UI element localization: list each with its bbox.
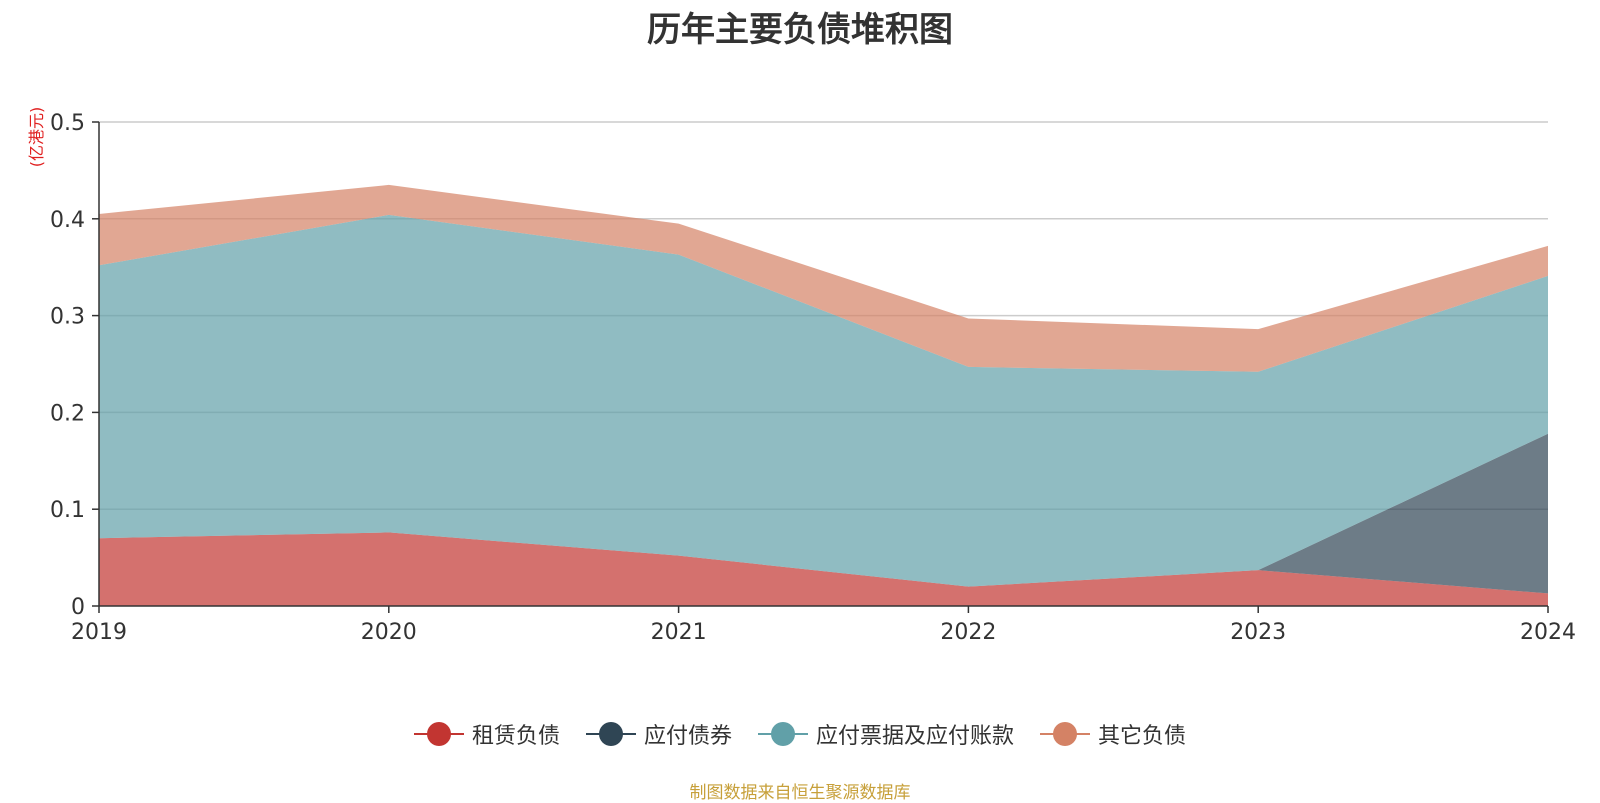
- legend-label: 其它负债: [1098, 724, 1187, 749]
- legend-label: 应付债券: [643, 724, 732, 749]
- legend: 租赁负债 应付债券 应付票据及应付账款 其它负债: [0, 718, 1600, 750]
- legend-item[interactable]: 租赁负债: [413, 718, 560, 750]
- x-tick-label: 2020: [361, 620, 417, 645]
- axes: 0 0.1 0.2 0.3 0.4 0.5 2019 2020 2021 2022 2023 2024: [50, 111, 1576, 645]
- legend-label: 应付票据及应付账款: [816, 724, 1015, 749]
- chart-title: 历年主要负债堆积图: [647, 10, 953, 50]
- legend-item[interactable]: 其它负债: [1040, 718, 1186, 750]
- y-tick-label: 0.5: [50, 111, 85, 136]
- x-tick-label: 2024: [1520, 620, 1576, 645]
- legend-marker-icon: [758, 721, 808, 747]
- area-series-1: [99, 433, 1548, 594]
- legend-item[interactable]: 应付票据及应付账款: [758, 718, 1014, 750]
- area-series-2: [99, 214, 1548, 587]
- footer-source: 制图数据来自恒生聚源数据库: [689, 783, 911, 803]
- legend-marker-icon: [1040, 721, 1091, 747]
- y-tick-label: 0.4: [50, 208, 85, 233]
- x-tick-label: 2022: [940, 620, 996, 645]
- y-tick-label: 0.3: [50, 305, 85, 330]
- x-tick-label: 2023: [1230, 620, 1286, 645]
- legend-marker-icon: [585, 721, 636, 747]
- legend-item[interactable]: 应付债券: [585, 718, 732, 750]
- y-tick-label: 0.1: [50, 498, 85, 523]
- y-tick-label: 0: [71, 595, 85, 620]
- area-series-3: [99, 184, 1548, 372]
- y-tick-label: 0.2: [50, 401, 85, 426]
- x-tick-label: 2019: [71, 620, 127, 645]
- area-series-0: [99, 532, 1548, 606]
- legend-marker-icon: [413, 721, 464, 747]
- y-axis-label: (亿港元): [27, 107, 46, 168]
- area-series: [99, 184, 1548, 606]
- legend-label: 租赁负债: [471, 724, 560, 749]
- x-tick-label: 2021: [651, 620, 707, 645]
